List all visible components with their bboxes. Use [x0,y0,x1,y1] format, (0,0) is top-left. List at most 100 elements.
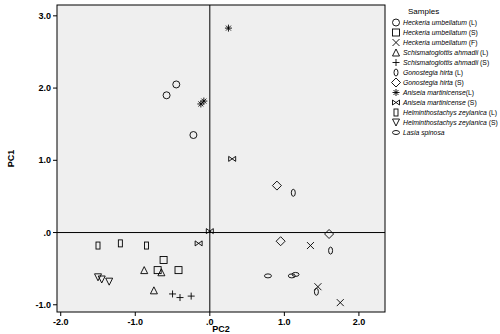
point [314,288,318,295]
y-tick [53,304,57,305]
legend-species: Schismatoglottis ahmadii [403,59,480,67]
point [329,247,333,254]
legend-label: Schismatoglottis ahmadii (S) [403,59,489,67]
point [141,267,148,274]
y-tick-label: -1.0 [35,300,51,310]
zero-line-y [57,232,385,233]
x-tick [135,312,136,316]
legend-marker [393,19,400,26]
legend-part: (L) [466,89,474,97]
legend-species: Helminthostachys zeylanica [403,109,489,117]
point [173,81,180,88]
legend-marker [393,29,400,36]
legend-label: Heckeria umbellatum (L) [403,19,477,27]
chart: -2.0-1.0.01.02.0-1.0.01.02.03.0PC2PC1Sam… [0,0,500,334]
y-tick [53,232,57,233]
x-tick [209,312,210,316]
point [160,256,167,263]
point [276,237,285,246]
legend-part: (L) [455,69,463,77]
legend-species: Lasia spinosa [403,129,445,137]
legend-label: Heckeria umbellatum (F) [403,39,477,47]
point [195,241,202,246]
point [190,132,197,139]
legend-label: Helminthostachys zeylanica (S) [403,119,498,127]
legend-marker [393,119,400,126]
legend-part: (S) [468,99,477,107]
x-tick [60,312,61,316]
legend-label: Schismatoglottis ahmadii (L) [403,49,488,57]
legend-marker [393,49,400,56]
legend-species: Aniseia martinicense [402,89,466,96]
legend-species: Gonostegia hirta [403,79,455,87]
y-tick [53,15,57,16]
legend-part: (S) [469,29,478,37]
legend-marker [393,59,400,66]
y-tick-label: 1.0 [38,155,51,165]
legend-label: Aniseia martinicense(L) [402,89,474,97]
point [264,274,271,278]
point [98,276,105,283]
legend-species: Helminthostachys zeylanica [403,119,489,127]
point [169,290,176,297]
legend-marker [392,78,401,87]
point [144,242,148,249]
legend-label: Aniseia martinicense (S) [402,99,477,107]
legend-part: (F) [469,39,478,47]
legend-part: (L) [480,49,488,57]
point [325,229,334,238]
point [106,278,113,285]
legend-part: (S) [489,119,498,127]
legend-species: Schismatoglottis ahmadii [403,49,480,57]
legend-marker [393,100,400,105]
legend-part: (S) [455,79,464,87]
legend-part: (L) [469,19,477,27]
x-tick-label: 1.0 [278,317,291,327]
plot-area [57,5,385,312]
point [163,92,170,99]
y-tick-label: 3.0 [38,11,51,21]
legend-label: Helminthostachys zeylanica (L) [403,109,497,117]
legend-species: Heckeria umbellatum [403,39,469,46]
y-tick [53,160,57,161]
y-tick [53,88,57,89]
point [272,181,281,190]
y-tick-label: 2.0 [38,83,51,93]
legend-label: Gonostegia hirta (S) [403,79,464,87]
legend-marker [393,131,400,135]
point [292,272,299,276]
legend-label: Gonostegia hirta (L) [403,69,463,77]
zero-line-x [209,5,210,312]
point [225,25,232,32]
point [150,287,157,294]
point [188,293,195,300]
legend-part: (S) [480,59,489,67]
point [307,242,314,249]
legend-marker [394,109,398,116]
point [158,269,165,276]
point [96,242,100,249]
legend-marker [393,89,400,96]
point [154,267,161,274]
legend-species: Gonostegia hirta [403,69,455,77]
point [177,294,184,301]
legend-species: Aniseia martinicense [402,99,468,106]
point [118,240,122,247]
legend-species: Heckeria umbellatum [403,29,469,36]
point [291,189,295,196]
y-axis-label: PC1 [6,150,16,168]
point [206,229,213,234]
x-axis-label: PC2 [212,324,230,334]
x-tick [284,312,285,316]
legend-species: Heckeria umbellatum [403,19,469,26]
x-tick-label: 2.0 [353,317,366,327]
point [175,267,182,274]
legend-title: Samples [408,7,439,16]
point [200,98,207,105]
legend-marker [394,69,398,76]
point [229,156,236,161]
x-tick-label: -1.0 [128,317,144,327]
x-tick [358,312,359,316]
legend-part: (L) [489,109,497,117]
point [337,299,344,306]
